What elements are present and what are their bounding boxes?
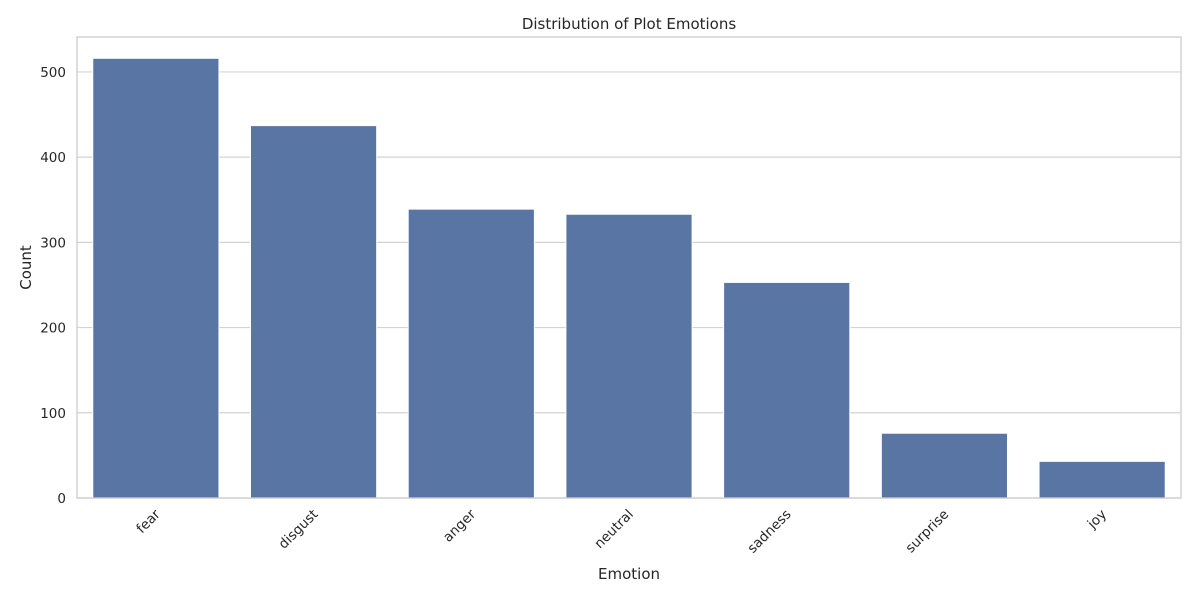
bar-fear xyxy=(92,57,220,499)
y-tick-label: 500 xyxy=(40,65,66,81)
y-tick-labels: 0 100 200 300 400 500 xyxy=(40,65,66,507)
x-axis-label: Emotion xyxy=(598,565,660,583)
bar-disgust xyxy=(249,125,378,499)
bar-sadness xyxy=(723,281,851,499)
chart-title: Distribution of Plot Emotions xyxy=(522,15,737,33)
y-tick-label: 100 xyxy=(40,406,66,422)
y-axis-label: Count xyxy=(17,245,35,290)
plot-frame xyxy=(76,36,1182,499)
y-tick-label: 200 xyxy=(40,321,66,337)
y-tick-label: 0 xyxy=(57,491,66,507)
y-tick-label: 400 xyxy=(40,150,66,166)
bar-neutral xyxy=(565,213,693,499)
bar-joy xyxy=(1038,460,1166,499)
bars xyxy=(92,57,1166,499)
bar-surprise xyxy=(880,432,1009,499)
bar-anger xyxy=(407,208,535,499)
y-tick-label: 300 xyxy=(40,235,66,251)
